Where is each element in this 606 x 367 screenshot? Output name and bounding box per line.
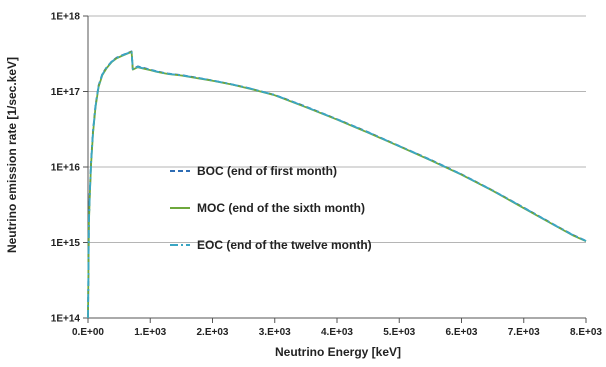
x-tick-label: 2.E+03	[197, 327, 229, 338]
y-tick-label: 1E+16	[51, 163, 81, 174]
x-axis-title: Neutrino Energy [keV]	[275, 345, 401, 359]
gridlines	[88, 15, 586, 243]
axes: 1E+14 1E+15 1E+16 1E+17 1E+18 0.E+00 1.E+03 2.E…	[51, 12, 603, 339]
x-tick-label: 3.E+03	[259, 327, 291, 338]
x-tick-label: 4.E+03	[321, 327, 353, 338]
legend-label: EOC (end of the twelve month)	[197, 238, 372, 252]
y-tick-label: 1E+17	[51, 87, 81, 98]
legend-label: BOC (end of first month)	[197, 164, 337, 178]
x-tick-label: 8.E+03	[570, 327, 602, 338]
series-line-eoc	[87, 50, 587, 319]
y-tick-label: 1E+14	[51, 314, 81, 325]
x-tick-label: 1.E+03	[134, 327, 166, 338]
y-tick-label: 1E+18	[51, 12, 81, 23]
y-tick-label: 1E+15	[51, 238, 81, 249]
x-tick-label: 0.E+00	[72, 327, 104, 338]
x-tick-label: 7.E+03	[508, 327, 540, 338]
x-tick-label: 5.E+03	[383, 327, 415, 338]
legend-label: MOC (end of the sixth month)	[197, 201, 365, 215]
y-axis-title: Neutrino emission rate [1/sec.keV]	[5, 57, 19, 253]
legend: BOC (end of first month) MOC (end of the …	[170, 164, 372, 252]
series-lines	[87, 50, 587, 319]
x-tick-label: 6.E+03	[446, 327, 478, 338]
